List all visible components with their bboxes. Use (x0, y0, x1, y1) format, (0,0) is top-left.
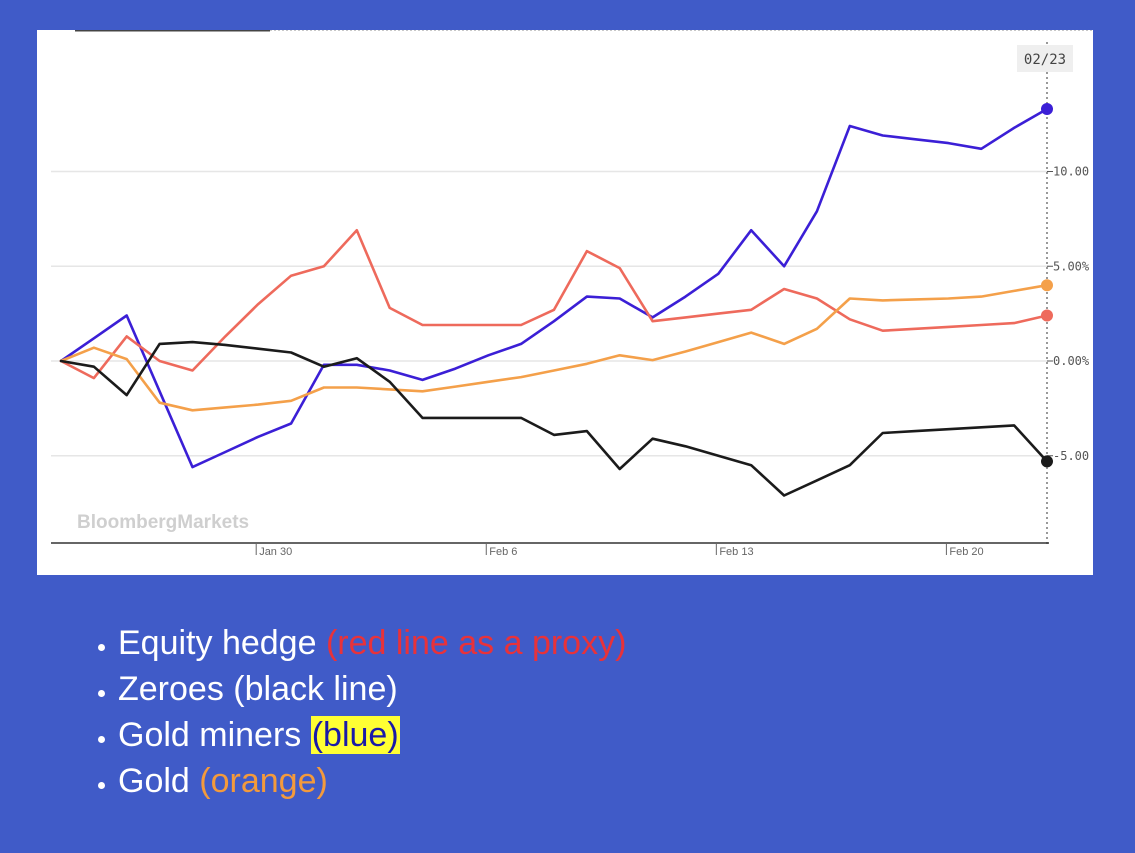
chart-panel: Jan 30 Feb 6 Feb 13 Feb 20 10.00 5.00% 0.00% -… (37, 30, 1093, 575)
bullet-note: (orange) (199, 762, 328, 800)
bullet-label: Gold (118, 762, 190, 800)
list-item-gold-miners: Gold miners (blue) (118, 712, 626, 758)
hover-date-label: 02/23 (1024, 52, 1066, 68)
bullet-label: Gold miners (118, 716, 302, 754)
bullet-note-highlighted: (blue) (310, 716, 400, 754)
series-line-0 (59, 107, 1049, 469)
x-axis: Jan 30 Feb 6 Feb 13 Feb 20 (51, 542, 1049, 558)
series-endpoint-1 (1041, 309, 1053, 322)
x-tick-label: Feb 6 (489, 546, 517, 558)
hover-date-badge-bg (1017, 45, 1073, 72)
list-item-equity-hedge: Equity hedge (red line as a proxy) (118, 620, 626, 666)
gridlines (51, 170, 1049, 457)
hover-date-badge: 02/23 (1017, 45, 1073, 72)
y-axis: 10.00 5.00% 0.00% -5.00 (1047, 165, 1090, 463)
y-tick-label: 10.00 (1053, 165, 1089, 179)
list-item-zeroes: Zeroes (black line) (118, 666, 626, 712)
series-line-1 (59, 228, 1049, 380)
line-chart: Jan 30 Feb 6 Feb 13 Feb 20 10.00 5.00% 0.00% -… (51, 30, 1093, 558)
list-item-gold: Gold (orange) (118, 758, 626, 804)
x-tick-label: Feb 20 (949, 546, 983, 558)
y-tick-label: 5.00% (1053, 259, 1090, 273)
bullet-label: Zeroes (118, 670, 224, 708)
series-line-3 (59, 340, 1049, 497)
y-tick-label: -5.00 (1053, 449, 1089, 463)
y-tick-label: 0.00% (1053, 354, 1090, 368)
series-endpoints (1041, 102, 1053, 468)
series-endpoint-3 (1041, 455, 1053, 468)
series-key-list: Equity hedge (red line as a proxy) Zeroe… (82, 620, 626, 804)
bloomberg-watermark: BloombergMarkets (77, 512, 249, 533)
series-endpoint-0 (1041, 102, 1053, 115)
bullet-note: (black line) (233, 670, 398, 708)
x-tick-label: Feb 13 (719, 546, 753, 558)
series-lines (59, 107, 1049, 497)
x-tick-label: Jan 30 (259, 546, 292, 558)
series-endpoint-2 (1041, 279, 1053, 292)
bullet-note: (red line as a proxy) (325, 624, 627, 662)
series-line-2 (59, 283, 1049, 412)
bullet-label: Equity hedge (118, 624, 317, 662)
